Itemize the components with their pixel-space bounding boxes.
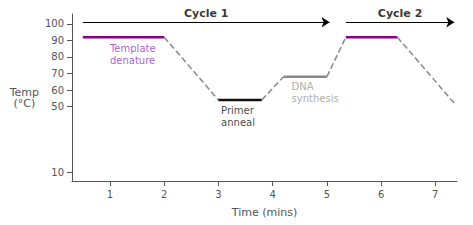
svg-text:70: 70: [51, 68, 64, 79]
svg-text:2: 2: [161, 189, 167, 200]
svg-text:60: 60: [51, 85, 64, 96]
svg-text:90: 90: [51, 35, 64, 46]
svg-text:80: 80: [51, 51, 64, 62]
svg-text:100: 100: [45, 18, 64, 29]
svg-text:10: 10: [51, 167, 64, 178]
svg-text:(°C): (°C): [13, 97, 35, 110]
svg-text:3: 3: [215, 189, 221, 200]
svg-text:Template: Template: [109, 43, 156, 54]
svg-text:synthesis: synthesis: [292, 93, 339, 104]
svg-text:Cycle 2: Cycle 2: [378, 7, 422, 20]
svg-text:6: 6: [378, 189, 384, 200]
svg-text:1: 1: [107, 189, 113, 200]
svg-text:Cycle 1: Cycle 1: [184, 7, 228, 20]
svg-text:Primer: Primer: [221, 105, 255, 116]
svg-text:5: 5: [324, 189, 330, 200]
svg-text:Temp: Temp: [9, 85, 39, 99]
svg-text:DNA: DNA: [292, 81, 314, 92]
svg-text:7: 7: [432, 189, 438, 200]
svg-text:50: 50: [51, 101, 64, 112]
svg-text:4: 4: [269, 189, 275, 200]
svg-text:denature: denature: [110, 55, 155, 66]
svg-text:anneal: anneal: [221, 117, 255, 128]
svg-text:Time (mins): Time (mins): [231, 206, 297, 219]
